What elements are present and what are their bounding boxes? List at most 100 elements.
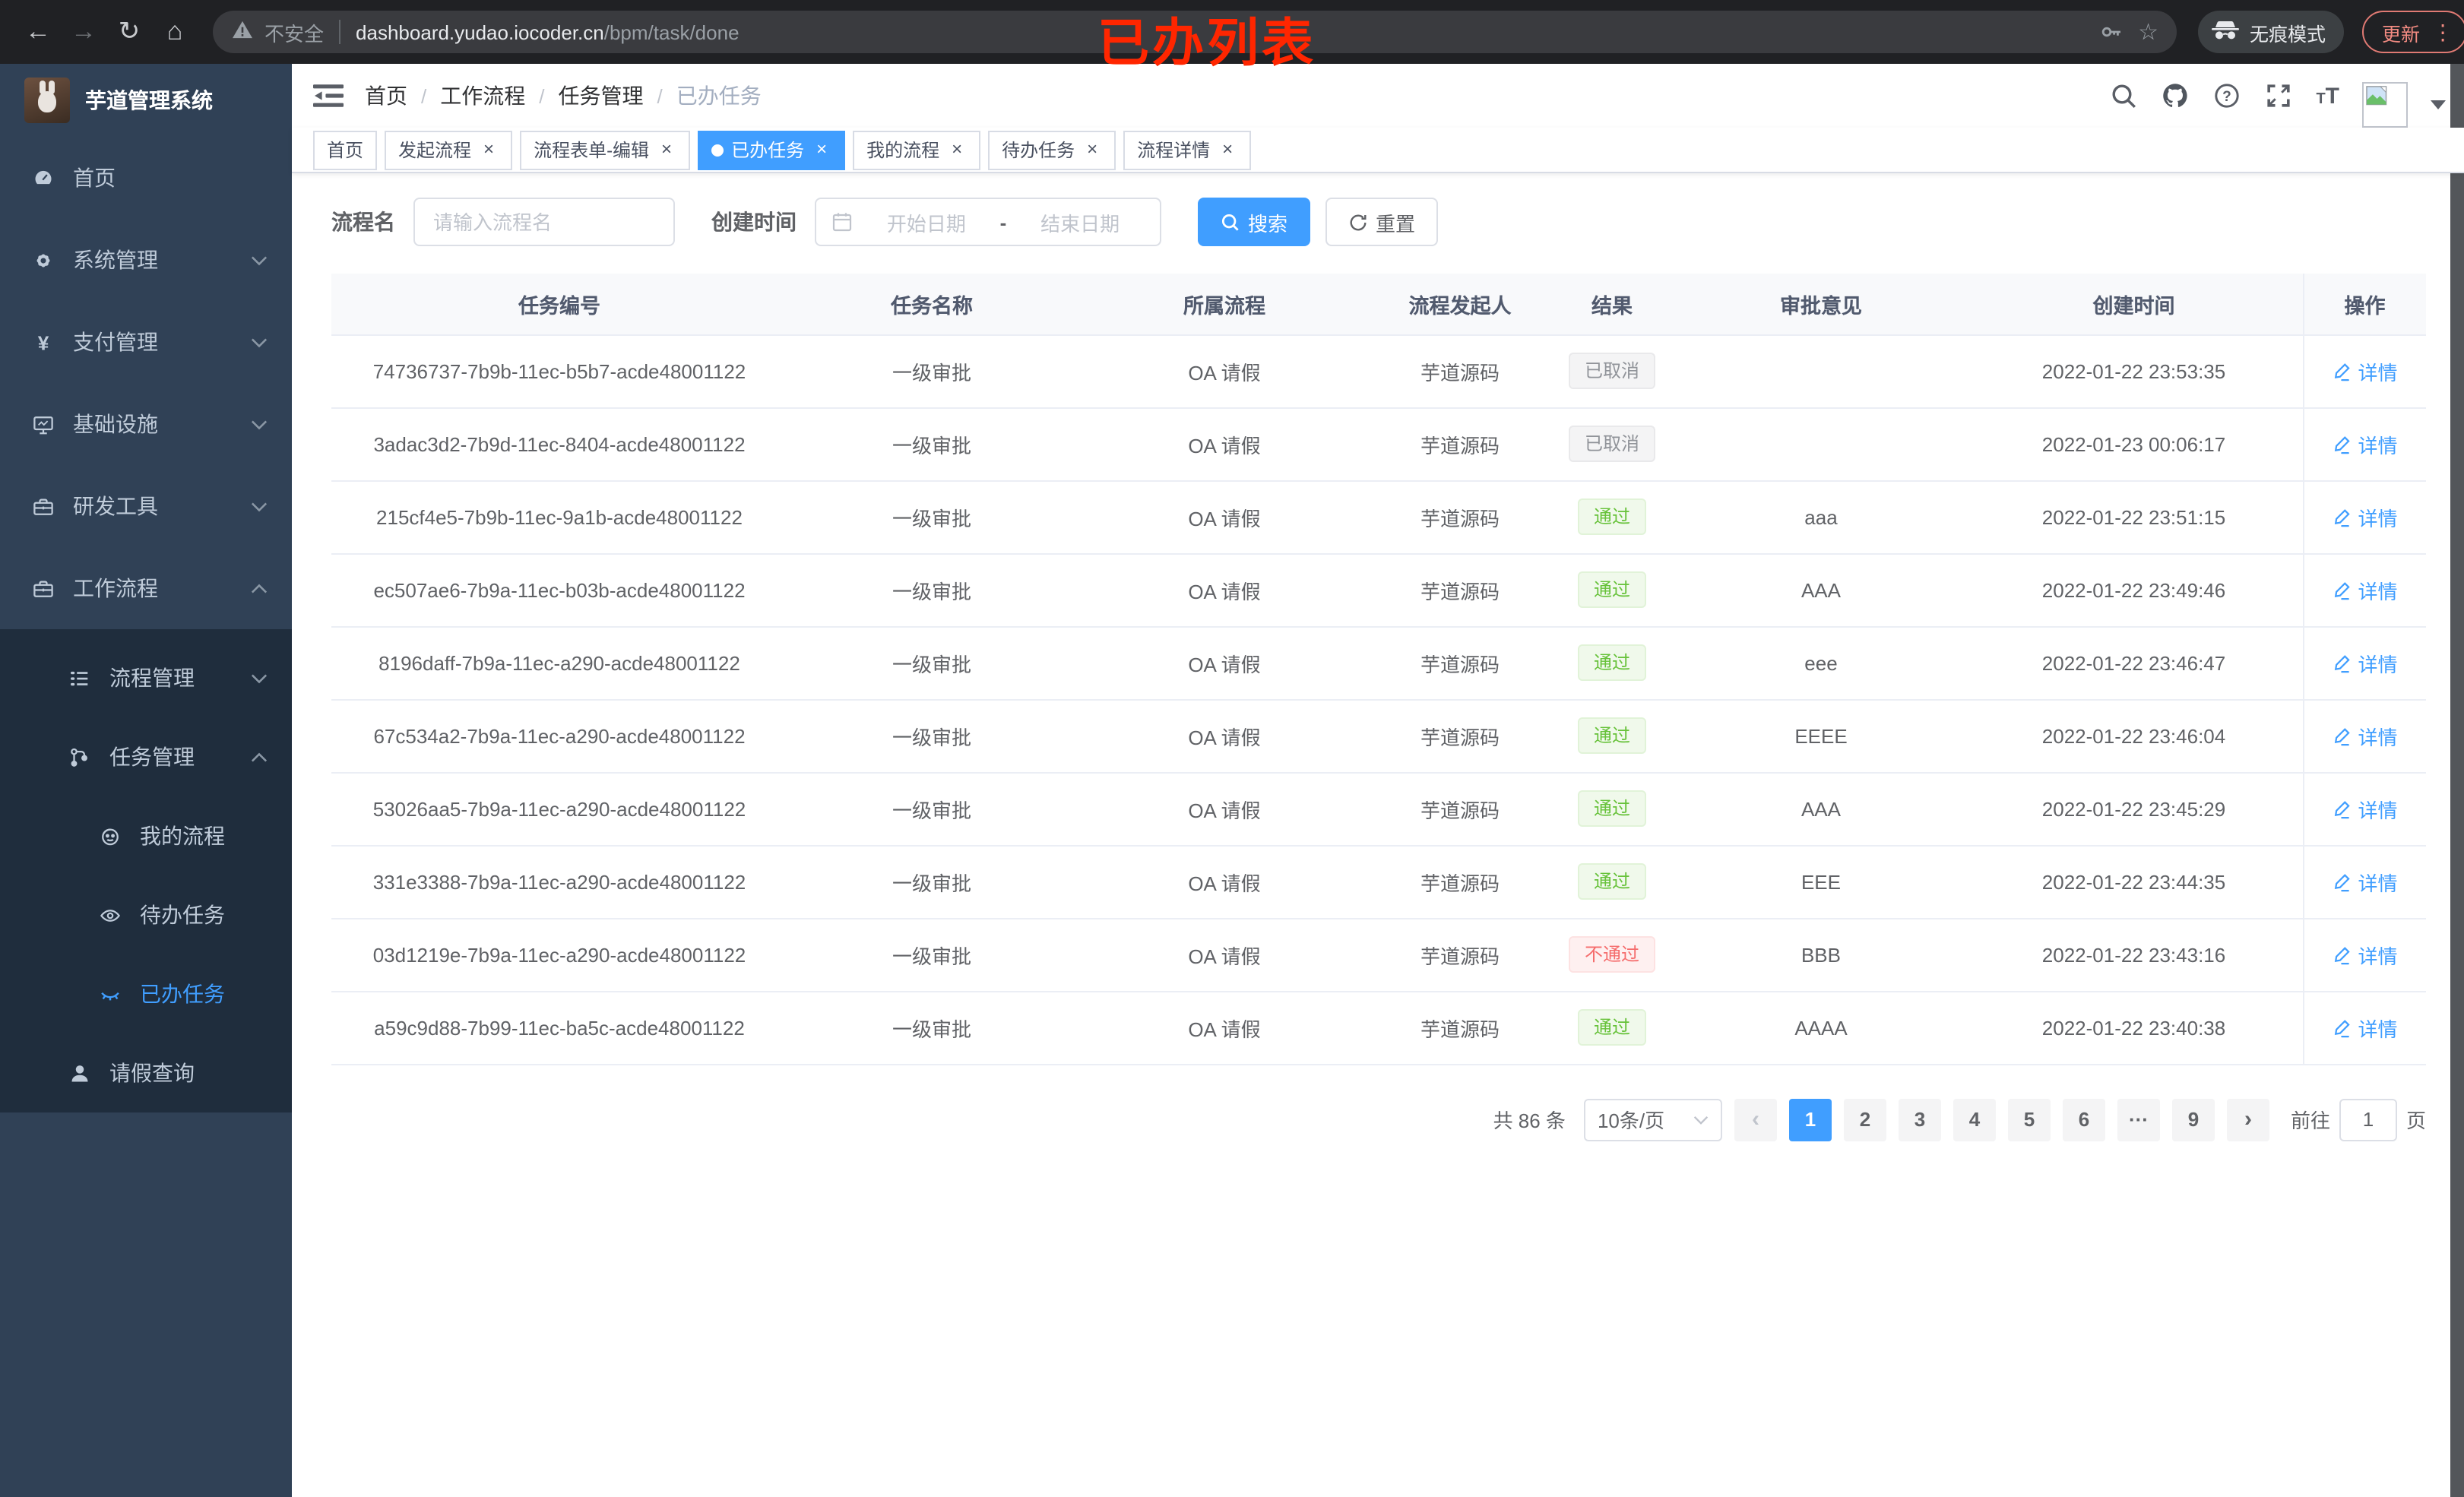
chrome-update-button[interactable]: 更新 ⋮ [2362,11,2464,53]
sidebar-item-0[interactable]: 首页 [0,137,292,219]
detail-link[interactable]: 详情 [2332,356,2398,385]
close-icon[interactable]: × [1087,138,1098,160]
detail-link[interactable]: 详情 [2332,429,2398,458]
font-size-icon[interactable]: TT [2316,83,2339,109]
tag-tab-6[interactable]: 流程详情 × [1123,130,1252,169]
sidebar-item-5[interactable]: 工作流程 [0,547,292,629]
process-name-label: 流程名 [331,210,395,234]
detail-link[interactable]: 详情 [2332,1013,2398,1042]
robot-icon [97,824,122,848]
breadcrumb-home[interactable]: 首页 [365,84,407,108]
page-ellipsis[interactable]: ··· [2117,1098,2160,1141]
page-button-1[interactable]: 1 [1788,1098,1832,1141]
process-name-input[interactable] [433,210,655,233]
page-button-9[interactable]: 9 [2171,1098,2215,1141]
page-button-4[interactable]: 4 [1953,1098,1996,1141]
goto-page-input[interactable] [2339,1098,2397,1141]
help-icon[interactable]: ? [2212,81,2241,110]
browser-back-icon[interactable]: ← [25,17,51,46]
breadcrumb-workflow[interactable]: 工作流程 [440,84,526,108]
bookmark-star-icon[interactable]: ☆ [2138,20,2158,46]
sidebar-collapse-icon[interactable] [313,84,344,108]
not-secure-label[interactable]: 不安全 [264,22,325,45]
chevron-down-icon [1693,1115,1709,1124]
action-cell: 详情 [2302,553,2426,627]
sidebar-item-7[interactable]: 任务管理 [0,717,292,796]
sidebar-item-6[interactable]: 流程管理 [0,629,292,717]
process-cell: OA 请假 [1076,334,1373,408]
close-icon[interactable]: × [1222,138,1234,160]
sidebar-item-9[interactable]: 待办任务 [0,875,292,954]
prev-page-button[interactable]: ‹ [1734,1098,1777,1141]
browser-reload-icon[interactable]: ↻ [118,17,141,46]
page-button-6[interactable]: 6 [2062,1098,2105,1141]
avatar-caret-icon[interactable] [2431,100,2446,116]
eye-open-icon [97,903,122,927]
sidebar-item-8[interactable]: 我的流程 [0,796,292,875]
search-icon[interactable] [2109,81,2138,110]
sidebar-item-3[interactable]: 基础设施 [0,383,292,465]
created-cell: 2022-01-22 23:44:35 [1965,845,2303,919]
task-name-cell: 一级审批 [787,845,1076,919]
browser-forward-icon[interactable]: → [71,17,97,46]
browser-home-icon[interactable]: ⌂ [166,17,183,46]
detail-link[interactable]: 详情 [2332,575,2398,604]
sidebar-item-4[interactable]: 研发工具 [0,465,292,547]
close-icon[interactable]: × [661,138,673,160]
edit-pencil-icon [2332,507,2352,527]
tag-tab-5[interactable]: 待办任务 × [988,130,1116,169]
detail-link[interactable]: 详情 [2332,648,2398,677]
detail-link[interactable]: 详情 [2332,794,2398,823]
task-id-cell: 331e3388-7b9a-11ec-a290-acde48001122 [331,845,787,919]
close-icon[interactable]: × [952,138,963,160]
process-name-field[interactable] [413,198,675,246]
close-icon[interactable]: × [483,138,495,160]
sidebar-item-1[interactable]: 系统管理 [0,219,292,301]
tag-tab-3[interactable]: 已办任务 × [698,130,846,169]
process-cell: OA 请假 [1076,699,1373,773]
tag-tab-0[interactable]: 首页 [313,130,378,169]
detail-link[interactable]: 详情 [2332,867,2398,896]
task-name-cell: 一级审批 [787,626,1076,700]
detail-link[interactable]: 详情 [2332,502,2398,531]
tag-tab-1[interactable]: 发起流程 × [385,130,513,169]
result-cell: 通过 [1547,626,1677,700]
starter-cell: 芋道源码 [1373,772,1547,846]
avatar[interactable] [2362,82,2408,128]
detail-link-label: 详情 [2358,653,2398,676]
password-key-icon[interactable] [2098,20,2123,44]
address-bar[interactable]: 不安全 dashboard.yudao.iocoder.cn/bpm/task/… [213,11,2177,53]
start-date-placeholder[interactable]: 开始日期 [886,212,966,235]
opinion-cell: AAAA [1677,991,1965,1065]
github-icon[interactable] [2161,81,2190,110]
tag-tab-4[interactable]: 我的流程 × [853,130,981,169]
page-size-select[interactable]: 10条/页 [1583,1098,1722,1141]
page-button-2[interactable]: 2 [1843,1098,1886,1141]
starter-cell: 芋道源码 [1373,918,1547,992]
end-date-placeholder[interactable]: 结束日期 [1040,212,1120,235]
page-button-5[interactable]: 5 [2007,1098,2051,1141]
browser-chrome: ← → ↻ ⌂ 不安全 dashboard.yudao.iocoder.cn/b… [0,0,2464,73]
not-secure-warning-icon[interactable] [231,20,254,44]
date-range-field[interactable]: 开始日期 - 结束日期 [815,198,1161,246]
detail-link[interactable]: 详情 [2332,721,2398,750]
eye-closed-icon [97,982,122,1006]
tags-view-bar: 首页 发起流程 × 流程表单-编辑 × 已办任务 × 我的流程 × 待办任务 × 流程详情 × [292,128,2464,173]
table-row: 3adac3d2-7b9d-11ec-8404-acde48001122 一级审批… [331,407,2426,481]
tag-tab-2[interactable]: 流程表单-编辑 × [520,130,691,169]
detail-link[interactable]: 详情 [2332,940,2398,969]
sidebar-item-10[interactable]: 已办任务 [0,954,292,1033]
close-icon[interactable]: × [816,138,828,160]
sidebar-item-11[interactable]: 请假查询 [0,1033,292,1112]
breadcrumb-task-mgmt[interactable]: 任务管理 [558,84,644,108]
sidebar-item-2[interactable]: ¥ 支付管理 [0,301,292,383]
fullscreen-icon[interactable] [2264,81,2293,110]
next-page-button[interactable]: › [2226,1098,2269,1141]
reset-button[interactable]: 重置 [1325,198,1439,246]
app-logo[interactable]: 芋道管理系统 [0,64,292,137]
page-button-3[interactable]: 3 [1898,1098,1941,1141]
update-label[interactable]: 更新 [2382,24,2421,45]
page-scrollbar[interactable] [2450,64,2464,1497]
chrome-menu-icon[interactable]: ⋮ [2432,19,2454,43]
search-button[interactable]: 搜索 [1198,198,1311,246]
